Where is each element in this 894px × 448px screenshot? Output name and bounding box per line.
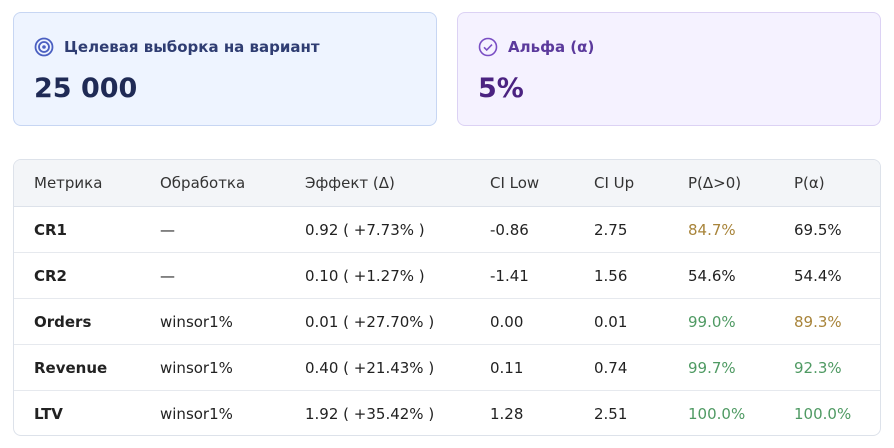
column-header: Эффект (Δ) — [305, 160, 490, 207]
table-cell: 0.00 — [490, 298, 594, 345]
table-cell: CR2 — [14, 252, 160, 299]
column-header: Обработка — [160, 160, 305, 207]
table-cell: 89.3% — [794, 298, 880, 345]
card-value: 25 000 — [34, 73, 138, 104]
table-cell: 54.4% — [794, 252, 880, 299]
sample-card: Целевая выборка на вариант 25 000 — [13, 12, 437, 126]
table-cell: 100.0% — [688, 404, 746, 423]
table-row: LTV winsor1% 1.92 ( +35.42% ) 1.28 2.51 100.0… — [14, 391, 880, 436]
table-cell: 100.0% — [794, 404, 852, 423]
column-header: Метрика — [14, 160, 160, 207]
table-cell: 1.28 — [490, 404, 524, 423]
table-cell: — — [160, 252, 305, 299]
header-row: Метрика Обработка Эффект (Δ) CI Low CI Up P(Δ… — [14, 160, 880, 207]
table-cell: -1.41 — [490, 252, 594, 299]
table-cell: -0.86 — [490, 206, 594, 253]
table-cell: — — [160, 206, 305, 253]
card-label: Альфа (α) — [508, 38, 595, 56]
table: Метрика Обработка Эффект (Δ) CI Low CI Up P(Δ… — [14, 160, 880, 436]
column-header: CI Low — [490, 160, 594, 207]
card-label-row: Альфа (α) — [478, 37, 594, 57]
table-cell: 99.7% — [688, 344, 794, 391]
card-value: 5% — [478, 73, 524, 104]
table-cell: 0.01 ( +27.70% ) — [305, 298, 490, 345]
table-cell: 84.7% — [688, 206, 794, 253]
table-cell: 0.01 — [594, 298, 688, 345]
alpha-card: Альфа (α) 5% — [457, 12, 881, 126]
table-cell: 1.92 ( +35.42% ) — [305, 404, 435, 423]
column-header: CI Up — [594, 160, 688, 207]
table-cell: winsor1% — [160, 404, 233, 423]
table-cell: 0.40 ( +21.43% ) — [305, 344, 490, 391]
table-cell: 1.56 — [594, 252, 688, 299]
table-cell: winsor1% — [160, 298, 305, 345]
table-cell: 0.11 — [490, 344, 594, 391]
table-cell: 54.6% — [688, 252, 794, 299]
check-icon — [478, 37, 498, 57]
column-header: P(α) — [794, 160, 880, 207]
table-cell: CR1 — [14, 206, 160, 253]
table-cell: 0.74 — [594, 344, 688, 391]
card-label: Целевая выборка на вариант — [64, 38, 320, 56]
table-cell: 0.92 ( +7.73% ) — [305, 206, 490, 253]
table-cell: Orders — [14, 298, 160, 345]
table-row: Revenue winsor1% 0.40 ( +21.43% ) 0.11 0.74 9… — [14, 344, 880, 391]
table-body: CR1—0.92 ( +7.73% ) -0.86 2.75 84.7% 69.5% CR… — [14, 206, 880, 436]
table-cell: 69.5% — [794, 206, 880, 253]
results-table: Метрика Обработка Эффект (Δ) CI Low CI Up P(Δ… — [13, 159, 881, 436]
table-cell: winsor1% — [160, 344, 305, 391]
table-cell: 99.0% — [688, 298, 794, 345]
table-row: Orders winsor1% 0.01 ( +27.70% ) 0.00 0.01 99… — [14, 298, 880, 345]
table-cell: 2.51 — [594, 404, 628, 423]
card-label-row: Целевая выборка на вариант — [34, 37, 320, 57]
table-cell: 92.3% — [794, 344, 880, 391]
target-icon — [34, 37, 54, 57]
column-header: P(Δ>0) — [688, 160, 794, 207]
table-cell: 0.10 ( +1.27% ) — [305, 252, 490, 299]
table-cell: Revenue — [14, 344, 160, 391]
table-row: CR1—0.92 ( +7.73% ) -0.86 2.75 84.7% 69.5% — [14, 206, 880, 253]
table-cell: LTV — [34, 404, 63, 423]
table-row: CR2—0.10 ( +1.27% ) -1.41 1.56 54.6% 54.4% — [14, 252, 880, 299]
table-cell: 2.75 — [594, 206, 688, 253]
